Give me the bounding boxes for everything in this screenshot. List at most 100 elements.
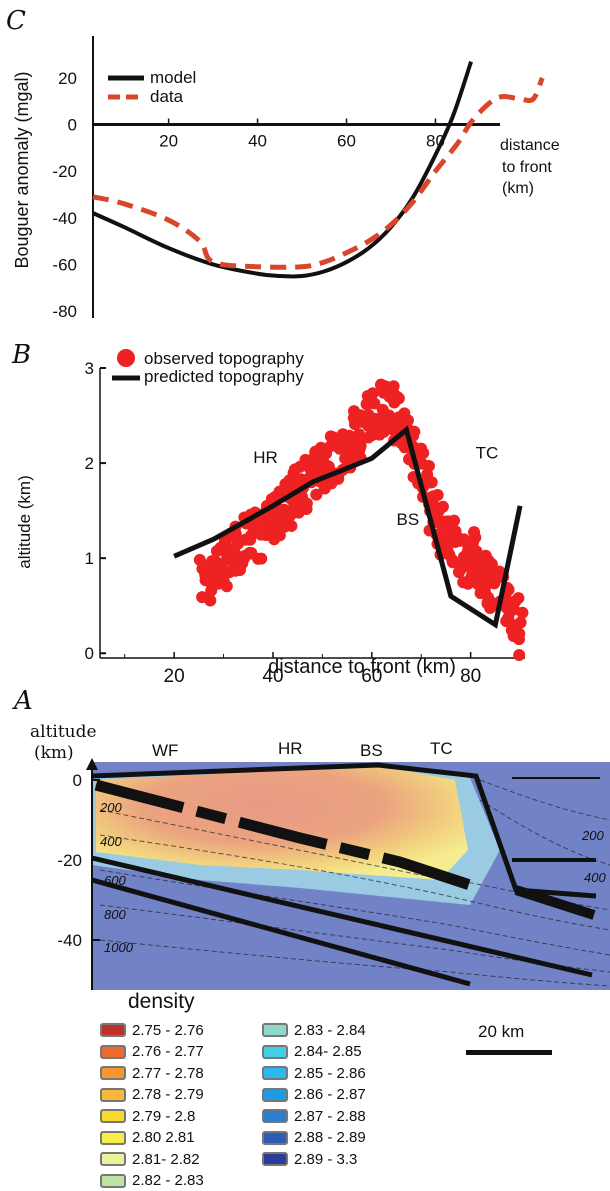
density-legend-item: 2.76 - 2.77 bbox=[100, 1042, 204, 1063]
legend-predicted-label: predicted topography bbox=[144, 367, 304, 386]
data-line bbox=[93, 78, 542, 267]
c-x-tick-label: 20 bbox=[159, 132, 178, 151]
observed-point bbox=[279, 521, 291, 533]
density-legend-item: 2.84- 2.85 bbox=[262, 1042, 366, 1063]
c-x-tick-label: 40 bbox=[248, 132, 267, 151]
density-legend-item: 2.75 - 2.76 bbox=[100, 1020, 204, 1041]
topo-annotation: HR bbox=[253, 448, 278, 467]
scalebar bbox=[466, 1050, 552, 1055]
density-legend-column-1: 2.75 - 2.76 2.76 - 2.77 2.77 - 2.78 2.78 - … bbox=[100, 1020, 204, 1191]
density-swatch bbox=[100, 1109, 126, 1123]
b-y-tick-label: 0 bbox=[85, 644, 94, 663]
density-legend-column-2: 2.83 - 2.84 2.84- 2.85 2.85 - 2.86 2.86 - 2… bbox=[262, 1020, 366, 1170]
density-legend-item: 2.77 - 2.78 bbox=[100, 1063, 204, 1084]
contour-label: 1000 bbox=[104, 940, 134, 955]
density-legend-item: 2.89 - 3.3 bbox=[262, 1149, 366, 1170]
observed-point bbox=[423, 460, 435, 472]
c-y-tick-label: -60 bbox=[52, 255, 77, 274]
b-y-tick-label: 3 bbox=[85, 359, 94, 378]
density-swatch bbox=[100, 1045, 126, 1059]
observed-point bbox=[437, 501, 449, 513]
b-x-tick-label: 80 bbox=[460, 666, 481, 685]
section-ylabel-line2: (km) bbox=[34, 743, 74, 763]
density-legend-label: 2.76 - 2.77 bbox=[132, 1043, 204, 1060]
contour-label: 200 bbox=[99, 800, 122, 815]
density-legend-item: 2.87 - 2.88 bbox=[262, 1106, 366, 1127]
topo-annotation: BS bbox=[397, 510, 420, 529]
c-xlabel-line1: distance bbox=[500, 137, 560, 154]
density-legend-label: 2.81- 2.82 bbox=[132, 1151, 200, 1168]
c-y-tick-label: 0 bbox=[68, 116, 77, 135]
density-legend-title: density bbox=[128, 990, 195, 1014]
density-swatch bbox=[262, 1023, 288, 1037]
observed-point bbox=[388, 380, 400, 392]
b-y-tick-label: 1 bbox=[85, 549, 94, 568]
legend-observed-label: observed topography bbox=[144, 349, 304, 368]
density-swatch bbox=[100, 1066, 126, 1080]
contour-label: 200 bbox=[581, 828, 604, 843]
observed-point bbox=[320, 448, 332, 460]
density-legend-item: 2.80 2.81 bbox=[100, 1128, 204, 1149]
section-y-tick-label: 0 bbox=[73, 771, 82, 790]
contour-label: 800 bbox=[104, 907, 126, 922]
b-y-tick-label: 2 bbox=[85, 454, 94, 473]
density-legend-label: 2.80 2.81 bbox=[132, 1129, 195, 1146]
density-swatch bbox=[262, 1088, 288, 1102]
legend-observed-swatch bbox=[117, 349, 135, 367]
density-swatch bbox=[100, 1131, 126, 1145]
observed-point bbox=[448, 515, 460, 527]
section-ylabel-line1: altitude bbox=[30, 722, 97, 742]
observed-point bbox=[426, 476, 438, 488]
distance-x-axis-label: distance to front (km) bbox=[268, 656, 456, 678]
density-legend-item: 2.85 - 2.86 bbox=[262, 1063, 366, 1084]
density-legend-label: 2.88 - 2.89 bbox=[294, 1129, 366, 1146]
density-swatch bbox=[100, 1088, 126, 1102]
c-y-tick-label: -20 bbox=[52, 162, 77, 181]
altitude-y-axis-label: altitude (km) bbox=[15, 475, 34, 569]
observed-point bbox=[255, 553, 267, 565]
density-swatch bbox=[100, 1023, 126, 1037]
observed-point bbox=[301, 497, 313, 509]
observed-point bbox=[392, 391, 404, 403]
contour-label: 600 bbox=[104, 873, 126, 888]
density-legend-label: 2.75 - 2.76 bbox=[132, 1022, 204, 1039]
c-y-tick-label: 20 bbox=[58, 69, 77, 88]
density-swatch bbox=[262, 1045, 288, 1059]
density-legend-label: 2.85 - 2.86 bbox=[294, 1065, 366, 1082]
density-legend-item: 2.82 - 2.83 bbox=[100, 1171, 204, 1191]
density-legend-item: 2.86 - 2.87 bbox=[262, 1085, 366, 1106]
density-legend-item: 2.83 - 2.84 bbox=[262, 1020, 366, 1041]
bouguer-y-axis-label: Bouguer anomaly (mgal) bbox=[12, 71, 32, 268]
section-region-label: WF bbox=[152, 741, 178, 760]
c-xlabel-line2: to front bbox=[502, 159, 552, 176]
observed-point bbox=[415, 443, 427, 455]
observed-point bbox=[234, 564, 246, 576]
observed-point bbox=[515, 616, 527, 628]
density-swatch bbox=[100, 1174, 126, 1188]
b-x-tick-label: 20 bbox=[164, 666, 185, 685]
c-y-tick-label: -40 bbox=[52, 209, 77, 228]
observed-point bbox=[513, 649, 525, 661]
c-y-tick-label: -80 bbox=[52, 302, 77, 321]
density-swatch bbox=[262, 1131, 288, 1145]
c-xlabel-line3: (km) bbox=[502, 180, 534, 197]
scalebar-label: 20 km bbox=[478, 1022, 524, 1042]
section-y-tick-label: -20 bbox=[57, 851, 82, 870]
c-x-tick-label: 60 bbox=[337, 132, 356, 151]
section-region-label: HR bbox=[278, 739, 303, 758]
density-legend-label: 2.78 - 2.79 bbox=[132, 1086, 204, 1103]
section-y-tick-label: -40 bbox=[57, 931, 82, 950]
density-legend-item: 2.81- 2.82 bbox=[100, 1149, 204, 1170]
density-legend-label: 2.84- 2.85 bbox=[294, 1043, 362, 1060]
section-region-label: TC bbox=[430, 739, 453, 758]
observed-point bbox=[293, 507, 305, 519]
density-swatch bbox=[262, 1109, 288, 1123]
density-legend-label: 2.83 - 2.84 bbox=[294, 1022, 366, 1039]
density-legend-label: 2.82 - 2.83 bbox=[132, 1172, 204, 1189]
density-legend-label: 2.77 - 2.78 bbox=[132, 1065, 204, 1082]
density-legend-item: 2.79 - 2.8 bbox=[100, 1106, 204, 1127]
observed-point bbox=[245, 530, 257, 542]
